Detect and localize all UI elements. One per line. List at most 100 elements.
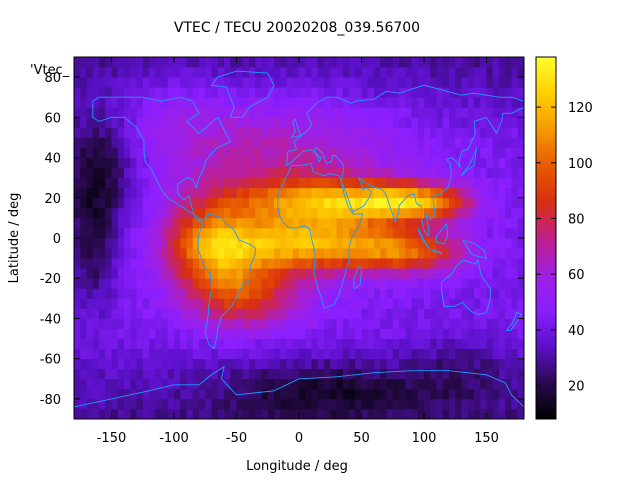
- heat-cell: [111, 107, 119, 118]
- heat-cell: [174, 388, 181, 400]
- heat-cell: [124, 378, 131, 390]
- heat-cell: [342, 177, 350, 189]
- heat-cell: [199, 167, 206, 179]
- heat-cell: [511, 67, 519, 78]
- heat-cell: [330, 217, 337, 229]
- heat-cell: [192, 157, 200, 169]
- heat-cell: [174, 298, 181, 309]
- heat-cell: [155, 278, 162, 289]
- heat-cell: [267, 408, 275, 420]
- heat-cell: [217, 147, 225, 158]
- heat-cell: [261, 328, 269, 339]
- heat-cell: [155, 97, 162, 108]
- heat-cell: [149, 328, 156, 339]
- heat-cell: [124, 207, 131, 219]
- heat-cell: [236, 87, 244, 98]
- heat-cell: [105, 308, 112, 319]
- heat-cell: [155, 248, 162, 259]
- heat-cell: [317, 398, 325, 410]
- heat-cell: [405, 288, 412, 299]
- heat-cell: [117, 268, 125, 279]
- heat-cell: [324, 378, 331, 390]
- heat-cell: [205, 217, 212, 229]
- heat-cell: [280, 358, 287, 370]
- heat-cell: [280, 388, 287, 400]
- heat-cell: [180, 398, 187, 410]
- coastline-path: [291, 118, 303, 138]
- heat-cell: [142, 107, 150, 118]
- heat-cell: [405, 308, 412, 319]
- heat-cell: [111, 67, 119, 78]
- heat-cell: [349, 177, 356, 189]
- heat-cell: [492, 388, 500, 400]
- heat-cell: [149, 167, 156, 179]
- heat-cell: [192, 398, 200, 410]
- heat-cell: [486, 348, 494, 360]
- heat-cell: [280, 207, 287, 219]
- heat-cell: [492, 238, 500, 249]
- heat-cell: [442, 167, 450, 179]
- heat-cell: [92, 338, 100, 350]
- heat-cell: [161, 57, 169, 68]
- heat-cell: [199, 378, 206, 390]
- heat-cell: [130, 248, 137, 259]
- heat-cell: [211, 137, 219, 148]
- heat-cell: [361, 268, 369, 279]
- heat-cell: [236, 348, 244, 360]
- colorbar-tick-label: 100: [568, 157, 593, 172]
- heat-cell: [161, 97, 169, 108]
- heat-cell: [374, 398, 381, 410]
- heat-cell: [99, 338, 106, 350]
- heat-cell: [455, 67, 462, 78]
- heat-cell: [511, 207, 519, 219]
- heat-cell: [349, 107, 356, 118]
- heat-cell: [267, 217, 275, 229]
- heat-cell: [261, 77, 269, 88]
- heat-cell: [186, 227, 194, 239]
- heat-cell: [180, 197, 187, 209]
- heat-cell: [86, 368, 94, 380]
- heat-cell: [161, 197, 169, 209]
- heat-cell: [155, 348, 162, 360]
- heat-cell: [380, 157, 387, 169]
- heat-cell: [417, 107, 425, 118]
- heat-cell: [492, 77, 500, 88]
- heat-cell: [224, 318, 231, 329]
- heat-cell: [467, 217, 475, 229]
- heat-cell: [330, 57, 337, 68]
- heat-cell: [311, 298, 319, 309]
- heat-cell: [167, 137, 175, 148]
- heat-cell: [99, 388, 106, 400]
- heat-cell: [405, 328, 412, 339]
- heat-cell: [517, 408, 525, 420]
- heat-cell: [386, 127, 394, 138]
- heat-cell: [424, 57, 431, 68]
- heat-cell: [230, 127, 237, 138]
- heat-cell: [149, 408, 156, 420]
- heat-cell: [192, 248, 200, 259]
- heat-cell: [442, 127, 450, 138]
- heat-cell: [199, 408, 206, 420]
- heat-cell: [455, 368, 462, 380]
- heat-cell: [174, 57, 181, 68]
- heat-cell: [311, 57, 319, 68]
- heat-cell: [92, 227, 100, 239]
- heat-cell: [124, 238, 131, 249]
- heat-cell: [392, 207, 400, 219]
- heat-cell: [324, 197, 331, 209]
- heat-cell: [286, 117, 294, 128]
- coastline-path: [341, 106, 525, 238]
- heat-cell: [461, 328, 469, 339]
- heat-cell: [230, 348, 237, 360]
- heat-cell: [261, 67, 269, 78]
- heat-cell: [267, 117, 275, 128]
- heat-cell: [442, 268, 450, 279]
- heat-cell: [305, 238, 312, 249]
- heat-cell: [349, 278, 356, 289]
- heat-cell: [199, 227, 206, 239]
- heat-cell: [174, 358, 181, 370]
- heat-cell: [130, 127, 137, 138]
- heat-cell: [217, 338, 225, 350]
- heat-cell: [324, 288, 331, 299]
- heat-cell: [449, 388, 456, 400]
